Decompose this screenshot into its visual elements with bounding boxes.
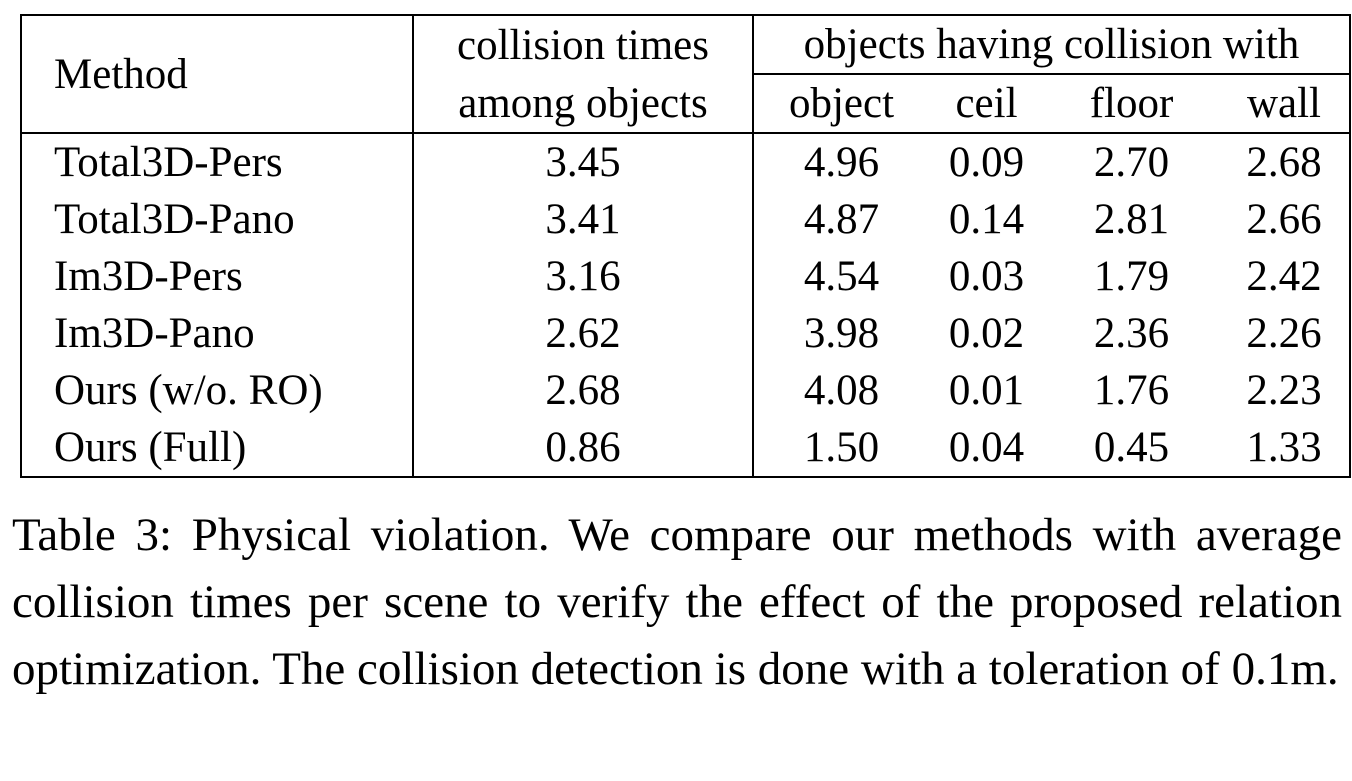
- header-method: Method: [21, 15, 414, 134]
- cell-method: Ours (w/o. RO): [21, 362, 414, 419]
- cell-wall-best: 1.33: [1246, 424, 1322, 471]
- cell-floor-best: 0.45: [1093, 424, 1170, 471]
- cell-ceil: 0.02: [948, 310, 1025, 357]
- cell-collision: 3.41: [413, 191, 754, 248]
- header-row-1: Method collision times objects having co…: [21, 15, 1350, 134]
- header-group-objects-collision: objects having collision with: [753, 15, 1350, 75]
- header-row-2: among objects object ceil floor wall: [21, 74, 1350, 134]
- cell-method: Total3D-Pano: [21, 191, 414, 248]
- results-table-container: Method collision times objects having co…: [20, 14, 1351, 478]
- header-object: object: [753, 74, 929, 134]
- cell-ceil: 0.03: [948, 253, 1025, 300]
- cell-floor: 1.79: [1093, 253, 1170, 300]
- cell-object: 4.96: [803, 139, 880, 186]
- cell-collision-best: 0.86: [413, 419, 754, 477]
- header-floor: floor: [1044, 74, 1219, 134]
- header-collision-line2: among objects: [413, 74, 754, 134]
- cell-floor: 2.36: [1093, 310, 1170, 357]
- cell-ceil: 0.04: [948, 424, 1025, 471]
- table-row: Im3D-Pers 3.16 4.54 0.03 1.79 2.42: [21, 248, 1350, 305]
- table-row: Ours (Full) 0.86 1.50 0.04 0.45 1.33: [21, 419, 1350, 477]
- table-row: Total3D-Pers 3.45 4.96 0.09 2.70 2.68: [21, 133, 1350, 191]
- cell-wall: 2.26: [1246, 310, 1322, 357]
- cell-object: 4.87: [803, 196, 880, 243]
- cell-method: Im3D-Pers: [21, 248, 414, 305]
- cell-method: Im3D-Pano: [21, 305, 414, 362]
- cell-collision: 3.16: [413, 248, 754, 305]
- cell-object: 3.98: [803, 310, 880, 357]
- cell-ceil-best: 0.01: [948, 367, 1025, 414]
- header-ceil: ceil: [929, 74, 1044, 134]
- table-caption: Table 3: Physical violation. We compare …: [12, 509, 1342, 695]
- cell-collision: 3.45: [413, 133, 754, 191]
- cell-collision: 2.68: [413, 362, 754, 419]
- cell-floor: 1.76: [1093, 367, 1170, 414]
- cell-object: 4.08: [803, 367, 880, 414]
- cell-method: Total3D-Pers: [21, 133, 414, 191]
- header-wall: wall: [1219, 74, 1350, 134]
- table-row: Im3D-Pano 2.62 3.98 0.02 2.36 2.26: [21, 305, 1350, 362]
- cell-wall: 2.66: [1246, 196, 1322, 243]
- cell-collision: 2.62: [413, 305, 754, 362]
- cell-floor: 2.81: [1093, 196, 1170, 243]
- cell-wall: 2.23: [1246, 367, 1322, 414]
- table-row: Ours (w/o. RO) 2.68 4.08 0.01 1.76 2.23: [21, 362, 1350, 419]
- cell-object-best: 1.50: [803, 424, 880, 471]
- header-collision-line1: collision times: [413, 15, 754, 74]
- cell-wall: 2.68: [1246, 139, 1322, 186]
- cell-wall: 2.42: [1246, 253, 1322, 300]
- cell-floor: 2.70: [1093, 139, 1170, 186]
- cell-ceil: 0.09: [948, 139, 1025, 186]
- cell-method: Ours (Full): [21, 419, 414, 477]
- results-table: Method collision times objects having co…: [20, 14, 1351, 478]
- cell-ceil: 0.14: [948, 196, 1025, 243]
- cell-object: 4.54: [803, 253, 880, 300]
- table-row: Total3D-Pano 3.41 4.87 0.14 2.81 2.66: [21, 191, 1350, 248]
